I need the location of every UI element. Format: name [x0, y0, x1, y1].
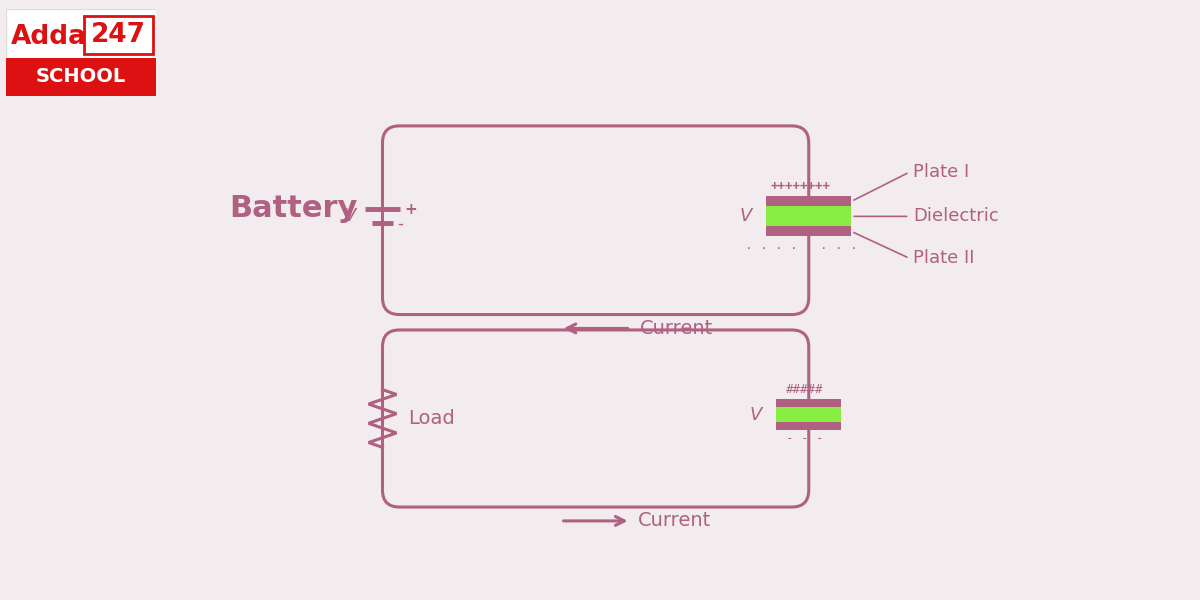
Bar: [84, 16, 154, 54]
Bar: [766, 226, 851, 236]
Text: V: V: [343, 208, 356, 226]
Text: #####: #####: [786, 383, 823, 396]
Text: Plate I: Plate I: [913, 163, 970, 181]
Bar: [776, 407, 841, 422]
Bar: [766, 196, 851, 206]
Text: -: -: [397, 214, 403, 232]
Text: . . . . . . . .: . . . . . . . .: [745, 239, 857, 253]
Text: 247: 247: [91, 22, 146, 48]
Bar: [776, 399, 841, 407]
Bar: [6, 58, 156, 96]
Text: Load: Load: [408, 409, 455, 428]
Text: ++++++++: ++++++++: [772, 179, 830, 193]
Bar: [766, 206, 851, 226]
Text: V: V: [750, 406, 762, 424]
Text: - - -: - - -: [786, 433, 823, 445]
Bar: [776, 422, 841, 430]
Text: Current: Current: [640, 319, 713, 338]
Text: Plate II: Plate II: [913, 250, 974, 268]
Text: Current: Current: [638, 511, 712, 530]
Text: +: +: [404, 202, 416, 217]
Text: Adda: Adda: [11, 24, 86, 50]
Text: Battery: Battery: [229, 194, 358, 223]
Text: V: V: [739, 208, 752, 226]
Text: Dielectric: Dielectric: [913, 208, 1000, 226]
Text: SCHOOL: SCHOOL: [36, 67, 126, 86]
